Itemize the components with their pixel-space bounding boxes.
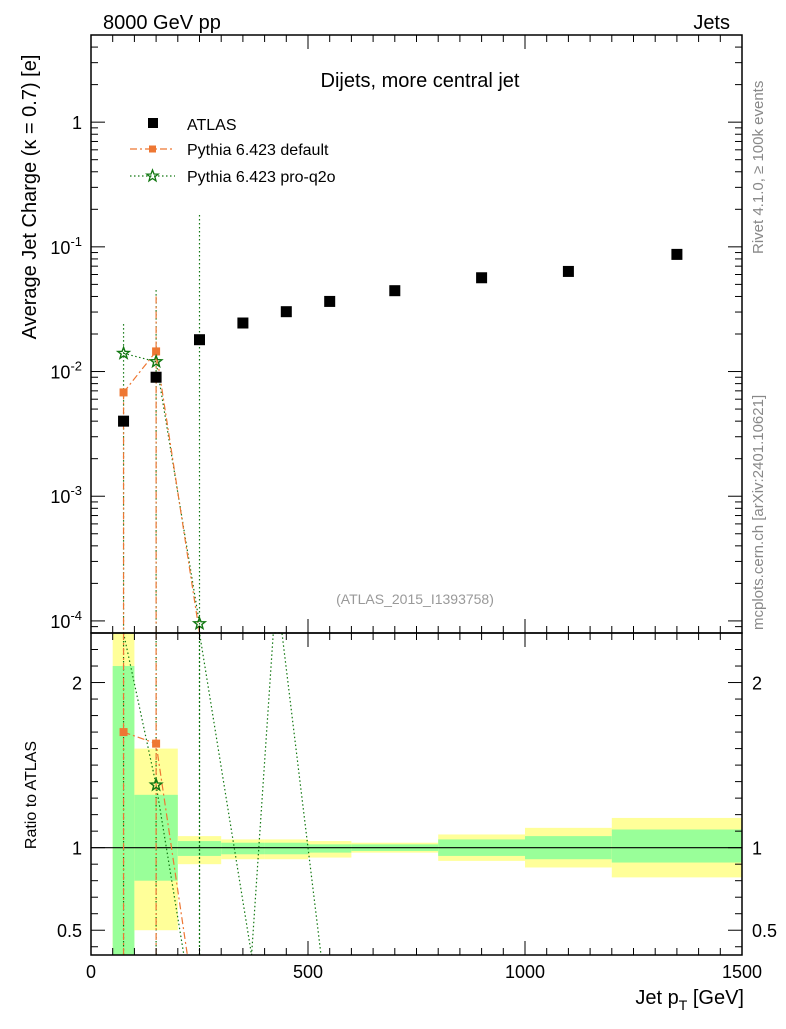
x-axis-label-sub: T <box>679 997 688 1013</box>
ratio-band-green <box>177 841 222 856</box>
atlas-data-point <box>118 415 130 427</box>
ratio-band-green <box>221 842 265 855</box>
y-tick-label-base: 10 <box>50 363 70 383</box>
ratio-band-green <box>264 842 308 855</box>
legend-label-pro: Pythia 6.423 pro-q2o <box>187 169 336 186</box>
y-tick-label-bottom-right: 2 <box>752 674 762 694</box>
pro-line <box>123 352 201 624</box>
atlas-data-point <box>476 272 488 284</box>
y-tick-label-exponent: -1 <box>70 234 82 249</box>
ratio-pro-spike <box>198 632 322 956</box>
x-tick-label: 0 <box>86 962 96 982</box>
y-tick-label-top: 10-1 <box>50 234 82 258</box>
bottom-panel-frame <box>90 632 743 956</box>
default-point <box>119 388 128 397</box>
header-left: 8000 GeV pp <box>103 12 221 34</box>
bottom-panel-series <box>91 632 742 956</box>
top-panel-series <box>115 215 683 634</box>
y-tick-label-top: 10-3 <box>50 483 82 507</box>
atlas-data-point <box>562 265 574 277</box>
x-axis-label-unit: [GeV] <box>687 987 744 1009</box>
analysis-id: (ATLAS_2015_I1393758) <box>336 591 494 607</box>
rivet-label: Rivet 4.1.0, ≥ 100k events <box>750 81 767 254</box>
x-axis-label-main: Jet p <box>635 987 678 1009</box>
atlas-data-point <box>671 248 683 260</box>
legend: ATLAS Pythia 6.423 default Pythia 6.423 … <box>130 117 336 186</box>
atlas-data-point <box>150 371 162 383</box>
y-tick-label-base: 10 <box>50 612 70 632</box>
atlas-data-point <box>389 285 401 297</box>
header-right: Jets <box>693 12 730 34</box>
y-tick-label-bottom-left: 2 <box>72 674 82 694</box>
legend-label-atlas: ATLAS <box>187 117 237 134</box>
legend-marker-default <box>149 145 156 153</box>
y-tick-label-bottom-right: 1 <box>752 839 762 859</box>
uncertainty-bands <box>112 633 742 955</box>
x-tick-label: 1000 <box>505 962 545 982</box>
default-line <box>123 349 201 634</box>
ratio-band-green <box>112 666 135 955</box>
y-tick-label-bottom-left: 0.5 <box>57 921 82 941</box>
mcplots-label: mcplots.cern.ch [arXiv:2401.10621] <box>750 395 767 630</box>
ratio-default-point <box>119 728 128 737</box>
atlas-data-point <box>324 295 336 307</box>
y-tick-label-exponent: -3 <box>70 483 82 498</box>
legend-marker-pro-star-icon <box>145 168 160 183</box>
y-tick-label-top: 1 <box>72 113 82 133</box>
pro-point-star-icon <box>148 353 164 369</box>
ratio-band-green <box>308 844 352 853</box>
pro-point-star-icon <box>115 345 132 360</box>
y-tick-label-base: 10 <box>50 238 70 258</box>
y-tick-label-exponent: -4 <box>70 608 82 623</box>
atlas-data-point <box>280 306 292 318</box>
x-tick-label: 500 <box>293 962 323 982</box>
y-tick-label-base: 10 <box>50 487 70 507</box>
y-tick-label-top: 10-4 <box>50 608 82 632</box>
default-point <box>152 347 161 356</box>
ratio-pro-point-star-icon <box>148 776 164 792</box>
y-tick-label-bottom-right: 0.5 <box>752 921 777 941</box>
legend-marker-atlas <box>148 118 158 128</box>
plot-title: Dijets, more central jet <box>321 70 520 92</box>
atlas-data-point <box>194 334 205 346</box>
ratio-band-green <box>611 829 742 863</box>
x-tick-label: 1500 <box>722 962 762 982</box>
y-axis-label-top: Average Jet Charge (κ = 0.7) [e] <box>19 55 41 340</box>
legend-label-default: Pythia 6.423 default <box>187 142 329 159</box>
y-axis-label-bottom: Ratio to ATLAS <box>23 741 40 849</box>
y-tick-label-top: 10-2 <box>50 359 82 383</box>
y-tick-label-bottom-left: 1 <box>72 839 82 859</box>
ratio-default-point <box>152 739 161 748</box>
y-tick-label-base: 1 <box>72 113 82 133</box>
y-tick-label-exponent: -2 <box>70 359 82 374</box>
atlas-data-point <box>237 317 249 329</box>
x-axis-label: Jet pT [GeV] <box>635 987 744 1013</box>
